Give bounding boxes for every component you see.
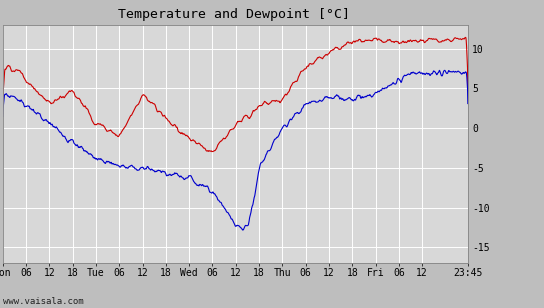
Text: Temperature and Dewpoint [°C]: Temperature and Dewpoint [°C] <box>118 8 350 21</box>
Text: www.vaisala.com: www.vaisala.com <box>3 298 83 306</box>
